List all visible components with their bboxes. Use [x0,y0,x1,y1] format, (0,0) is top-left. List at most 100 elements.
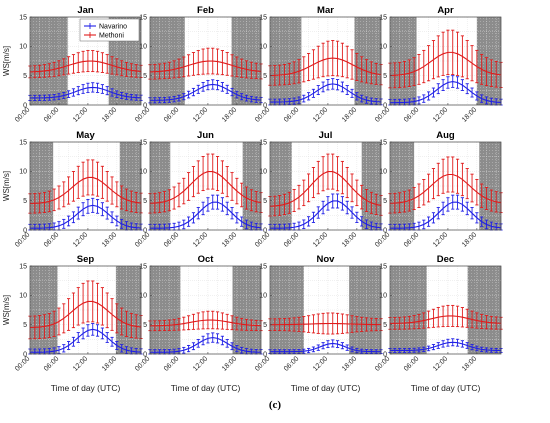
x-tick-label: 12:00 [72,231,89,248]
y-tick-label: 5 [23,198,27,205]
x-tick-label: 00:00 [134,106,151,123]
y-tick-label: 5 [383,73,387,80]
y-tick-label: 10 [19,293,27,300]
x-tick-label: 18:00 [341,106,358,123]
y-axis-label: WS[m/s] [2,295,11,325]
methoni-line [269,171,382,207]
x-tick-label: 18:00 [461,355,478,372]
panel-title: Mar [317,5,334,16]
panel-title: Jun [197,130,214,141]
navarino-line [29,204,142,229]
y-tick-label: 10 [259,44,267,51]
axes-box [29,265,142,355]
x-tick-label: 06:00 [403,355,420,372]
panel-title: Jul [319,130,333,141]
panel-may: May 0 5 10 15 00:00 06:00 12:00 18:00 WS[m/s] [2,130,143,249]
x-tick-label: 00:00 [254,231,271,248]
methoni-line [389,173,502,204]
panel-jul: Jul 0 5 10 15 00:00 06:00 12:00 18:00 [254,130,383,249]
x-tick-label: 00:00 [14,106,31,123]
y-tick-label: 0 [143,351,147,358]
y-tick-label: 0 [263,227,267,234]
x-tick-label: 18:00 [101,355,118,372]
y-tick-label: 5 [143,322,147,329]
x-tick-label: 00:00 [14,231,31,248]
y-tick-label: 15 [139,14,147,21]
methoni-line [149,171,262,204]
y-tick-label: 15 [379,139,387,146]
y-tick-label: 0 [263,351,267,358]
panel-nov: Nov 0 5 10 15 00:00 06:00 12:00 18:00 Time of day… [254,254,383,393]
y-tick-label: 0 [23,102,27,109]
y-tick-label: 10 [259,169,267,176]
x-tick-label: 00:00 [14,355,31,372]
x-tick-label: 12:00 [312,106,329,123]
axes-box [29,16,142,106]
panel-title: Feb [197,5,214,16]
night-shade [150,17,185,105]
x-tick-label: 18:00 [101,106,118,123]
x-tick-label: 12:00 [432,106,449,123]
x-tick-label: 06:00 [283,231,300,248]
methoni-line [149,319,262,327]
x-tick-label: 18:00 [341,231,358,248]
x-tick-label: 18:00 [221,231,238,248]
y-tick-label: 0 [143,227,147,234]
x-tick-label: 00:00 [374,355,391,372]
panel-dec: Dec 0 5 10 15 00:00 06:00 12:00 18:00 Time of day… [374,254,503,393]
figure-panel-label: (c) [268,399,282,411]
axes-box [149,16,262,106]
panel-title: Dec [437,254,454,265]
y-tick-label: 10 [379,44,387,51]
panel-feb: Feb 0 5 10 15 00:00 06:00 12:00 18:00 [134,5,263,124]
axes-box [389,141,502,231]
navarino-line [269,200,382,229]
panel-mar: Mar 0 5 10 15 00:00 06:00 12:00 18:00 [254,5,383,124]
x-axis-label: Time of day (UTC) [291,383,361,393]
y-tick-label: 10 [139,44,147,51]
y-tick-label: 15 [259,139,267,146]
y-tick-label: 15 [139,263,147,270]
y-axis-label: WS[m/s] [2,171,11,201]
y-tick-label: 5 [263,322,267,329]
methoni-line [29,60,142,73]
y-tick-label: 15 [139,139,147,146]
x-tick-label: 00:00 [374,231,391,248]
x-tick-label: 18:00 [461,231,478,248]
x-tick-label: 06:00 [163,106,180,123]
panel-title: Apr [437,5,454,16]
y-tick-label: 10 [259,293,267,300]
x-tick-label: 00:00 [254,106,271,123]
y-tick-label: 15 [19,139,27,146]
y-tick-label: 0 [383,227,387,234]
x-axis-label: Time of day (UTC) [411,383,481,393]
methoni-line [389,51,502,77]
navarino-line [149,201,262,229]
methoni-line [29,176,142,205]
y-tick-label: 5 [263,198,267,205]
legend: Navarino Methoni [79,18,140,42]
navarino-line [270,342,382,353]
x-tick-label: 12:00 [192,106,209,123]
x-tick-label: 06:00 [163,231,180,248]
navarino-line [29,328,142,353]
navarino-line [390,341,502,352]
y-tick-label: 5 [23,73,27,80]
methoni-line [149,60,262,73]
y-tick-label: 0 [263,102,267,109]
methoni-line [269,322,382,326]
y-tick-label: 10 [19,44,27,51]
panel-sep: Sep 0 5 10 15 00:00 06:00 12:00 18:00 WS[m/s] Time… [2,254,143,393]
methoni-line [389,315,502,324]
y-tick-label: 10 [379,293,387,300]
panel-oct: Oct 0 5 10 15 00:00 06:00 12:00 18:00 Time of day… [134,254,263,393]
y-tick-label: 10 [379,169,387,176]
x-tick-label: 18:00 [461,106,478,123]
panel-title: Oct [198,254,215,265]
panel-aug: Aug 0 5 10 15 00:00 06:00 12:00 18:00 [374,130,503,249]
panel-title: Jan [77,5,94,16]
x-tick-label: 18:00 [221,355,238,372]
y-tick-label: 5 [143,73,147,80]
y-tick-label: 5 [23,322,27,329]
